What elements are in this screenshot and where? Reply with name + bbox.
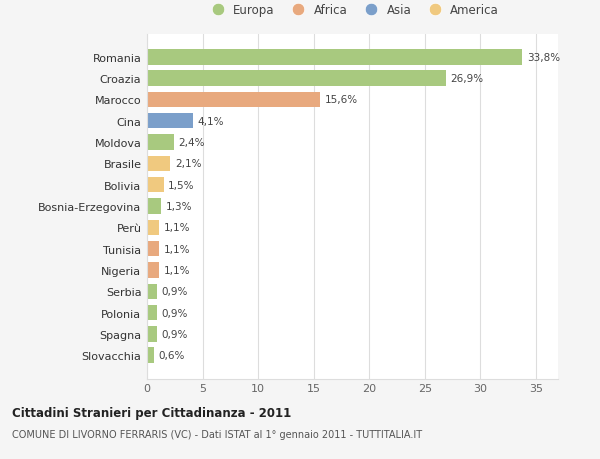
Bar (147, 241, 159, 257)
Text: 1,3%: 1,3% (166, 202, 193, 212)
Text: 0,6%: 0,6% (158, 350, 184, 360)
Bar (147, 114, 193, 129)
Bar (147, 71, 446, 87)
Bar (147, 93, 320, 108)
Text: 0,9%: 0,9% (161, 286, 188, 297)
Bar (147, 178, 164, 193)
Text: 1,1%: 1,1% (164, 223, 190, 233)
Text: Cittadini Stranieri per Cittadinanza - 2011: Cittadini Stranieri per Cittadinanza - 2… (12, 406, 291, 419)
Text: 33,8%: 33,8% (527, 53, 560, 63)
Bar (147, 50, 523, 65)
Bar (147, 135, 173, 151)
Text: 4,1%: 4,1% (197, 117, 223, 127)
Text: 2,1%: 2,1% (175, 159, 201, 169)
Bar (147, 157, 170, 172)
Legend: Europa, Africa, Asia, America: Europa, Africa, Asia, America (202, 0, 503, 22)
Text: 2,4%: 2,4% (178, 138, 205, 148)
Text: 0,9%: 0,9% (161, 329, 188, 339)
Text: 0,9%: 0,9% (161, 308, 188, 318)
Text: 1,1%: 1,1% (164, 265, 190, 275)
Text: 26,9%: 26,9% (450, 74, 484, 84)
Bar (147, 199, 161, 214)
Bar (147, 305, 157, 320)
Bar (147, 263, 159, 278)
Bar (147, 220, 159, 235)
Bar (147, 284, 157, 299)
Text: 1,1%: 1,1% (164, 244, 190, 254)
Bar (147, 348, 154, 363)
Text: 15,6%: 15,6% (325, 95, 358, 105)
Bar (147, 326, 157, 342)
Text: 1,5%: 1,5% (168, 180, 194, 190)
Text: COMUNE DI LIVORNO FERRARIS (VC) - Dati ISTAT al 1° gennaio 2011 - TUTTITALIA.IT: COMUNE DI LIVORNO FERRARIS (VC) - Dati I… (12, 429, 422, 439)
